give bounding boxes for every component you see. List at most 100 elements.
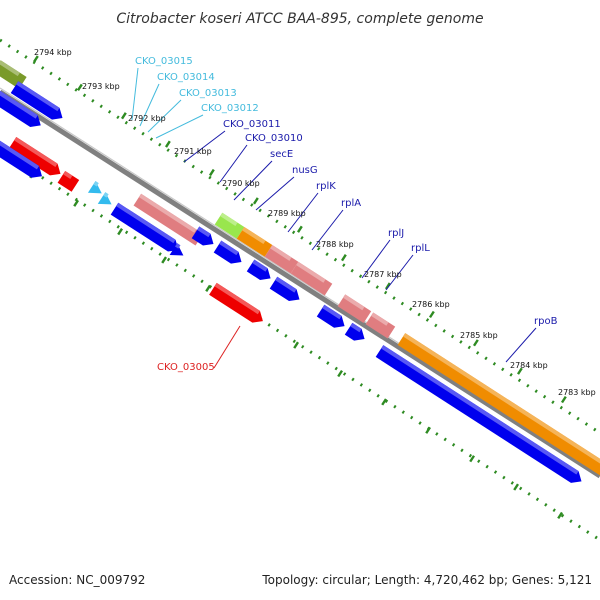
kbp-label: 2789 kbp [268, 209, 306, 218]
gene-orange-highlight [242, 226, 266, 245]
gene-rna-body [264, 245, 299, 274]
gene-rpoB-highlight [403, 333, 600, 464]
gene-cds-body [316, 304, 345, 328]
label-leader-line [233, 160, 273, 201]
outer-scale-tick [296, 225, 303, 233]
outer-scale-tick [428, 310, 435, 319]
outer-scale-tick [164, 140, 171, 148]
kbp-label: 2786 kbp [412, 300, 450, 309]
gene-rna [264, 245, 299, 274]
gene-cds-small-body [169, 243, 184, 256]
gene-red-body [8, 137, 61, 176]
genome-backbone [0, 89, 600, 479]
inner-scale-tick [513, 483, 520, 491]
outer-scale-tick [472, 339, 479, 347]
kbp-label: 2794 kbp [34, 48, 72, 57]
gene-label: nusG [292, 165, 318, 176]
gene-cds-highlight [350, 322, 362, 333]
gene-cds-small-highlight [175, 243, 181, 249]
gene-cyan-highlight [93, 180, 99, 187]
gene-rna-body [133, 193, 204, 246]
gene-cds [375, 345, 582, 483]
scale-ticks [29, 55, 567, 520]
gene-cds [344, 322, 365, 341]
gene-label: CKO_03011 [223, 119, 281, 130]
label-leader-line [385, 254, 414, 291]
gene-orange [236, 226, 273, 257]
accession-text: Accession: NC_009792 [9, 573, 146, 587]
outer-scale-tick [208, 168, 215, 177]
map-title: Citrobacter koseri ATCC BAA-895, complet… [116, 11, 483, 27]
gene-red-small-body [57, 170, 80, 192]
outer-scale-tick [120, 112, 127, 120]
gene-cds-body [191, 226, 214, 246]
gene-lightgreen-body [214, 212, 245, 239]
gene-cds-highlight [252, 259, 268, 272]
kbp-label: 2790 kbp [222, 179, 260, 188]
gene-label: secE [270, 149, 293, 160]
gene-rna-body [337, 294, 372, 323]
inner-scale-tick [381, 398, 388, 406]
gene-rpoB [397, 333, 600, 477]
kbp-label: 2791 kbp [174, 147, 212, 156]
label-leader-line [361, 239, 391, 279]
gene-label: rplL [411, 243, 430, 254]
gene-cyan-body [97, 192, 112, 205]
gene-cyan-highlight [103, 192, 109, 198]
gene-label: CKO_03010 [245, 133, 303, 144]
gene-labels: CKO_03015 CKO_03014 CKO_03013 CKO_03012 CKO_… [135, 56, 558, 373]
kbp-label: 2788 kbp [316, 240, 354, 249]
gene-cds-body [375, 345, 582, 483]
label-leader-line [255, 176, 295, 211]
outer-scale-track [0, 38, 600, 435]
outer-scale-tick [516, 367, 523, 375]
kbp-label: 2784 kbp [510, 361, 548, 370]
gene-cds [0, 138, 42, 178]
kbp-labels: 2794 kbp 2793 kbp 2792 kbp 2791 kbp 2790 kbp… [34, 48, 596, 397]
gene-lightgreen [214, 212, 245, 239]
label-leader-line [139, 83, 160, 127]
gene-cds-body [213, 240, 242, 264]
gene-cds-body [246, 259, 271, 280]
inner-scale-tick [337, 369, 344, 378]
gene-cds-body [0, 138, 42, 178]
gene-cds-highlight [381, 345, 579, 475]
gene-cds [10, 81, 63, 120]
gene-label: rpoB [534, 316, 558, 327]
label-leader-line [287, 192, 319, 233]
gene-cds [110, 202, 179, 252]
label-leader-line [311, 209, 344, 251]
gene-cds [191, 226, 214, 246]
gene-red-small [57, 170, 80, 192]
gene-rna-highlight [138, 193, 197, 233]
gene-cds-highlight [197, 226, 211, 238]
label-leader-line [505, 327, 537, 363]
topology-text: Topology: circular; Length: 4,720,462 bp… [262, 573, 592, 587]
kbp-label: 2792 kbp [128, 114, 166, 123]
gene-cds-highlight [322, 304, 342, 320]
outer-scale-tick [252, 197, 259, 205]
gene-label: CKO_03014 [157, 72, 215, 83]
gene-cds-highlight [16, 81, 60, 112]
gene-cds-small [169, 243, 184, 256]
gene-rna-body [290, 261, 333, 296]
gene-cds-highlight [0, 138, 40, 170]
outer-scale-tick [384, 282, 391, 290]
gene-cyan-body [87, 180, 102, 194]
gene-rna [337, 294, 372, 323]
gene-orange-body [236, 226, 273, 257]
gene-label: rplA [341, 198, 361, 209]
gene-rna-highlight [343, 294, 365, 311]
gene-cds [246, 259, 271, 280]
gene-red-body [209, 282, 263, 323]
outer-scale-tick [76, 83, 83, 91]
kbp-label: 2787 kbp [364, 270, 402, 279]
gene-red-highlight [14, 137, 58, 167]
gene-rna-highlight [371, 312, 389, 326]
gene-rpoB-body [397, 333, 600, 477]
gene-rna [365, 312, 396, 339]
kbp-label: 2785 kbp [460, 331, 498, 340]
label-leader-line [155, 114, 204, 139]
gene-red [8, 137, 61, 176]
